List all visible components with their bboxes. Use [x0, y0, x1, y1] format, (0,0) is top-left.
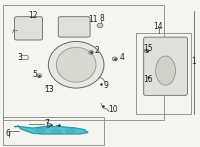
Bar	[3, 117, 104, 145]
Bar	[3, 5, 164, 120]
Text: 2: 2	[94, 46, 99, 55]
Circle shape	[144, 49, 149, 53]
Text: 9: 9	[104, 81, 109, 90]
Text: 6: 6	[6, 129, 11, 138]
Text: 5: 5	[32, 70, 37, 80]
Ellipse shape	[48, 41, 104, 88]
Text: 16: 16	[144, 75, 153, 84]
Ellipse shape	[56, 47, 96, 82]
Ellipse shape	[36, 128, 45, 132]
Text: 13: 13	[44, 85, 54, 94]
Text: 15: 15	[144, 44, 153, 53]
Text: 11: 11	[88, 15, 98, 24]
Text: 14: 14	[154, 22, 163, 31]
Polygon shape	[15, 126, 88, 134]
Text: 4: 4	[120, 53, 125, 62]
FancyBboxPatch shape	[144, 37, 187, 95]
Text: 10: 10	[108, 105, 118, 114]
FancyBboxPatch shape	[15, 17, 42, 40]
FancyBboxPatch shape	[58, 17, 90, 37]
Ellipse shape	[156, 56, 175, 85]
Text: 8: 8	[100, 14, 105, 23]
Circle shape	[89, 51, 93, 54]
Circle shape	[97, 23, 103, 28]
Text: 1: 1	[192, 57, 196, 66]
Text: 3: 3	[18, 53, 22, 62]
Bar	[136, 33, 191, 114]
Text: 12: 12	[29, 11, 38, 20]
Circle shape	[37, 74, 42, 77]
Ellipse shape	[66, 129, 75, 133]
Ellipse shape	[52, 130, 61, 134]
Text: 7: 7	[44, 119, 49, 128]
Circle shape	[112, 57, 117, 61]
